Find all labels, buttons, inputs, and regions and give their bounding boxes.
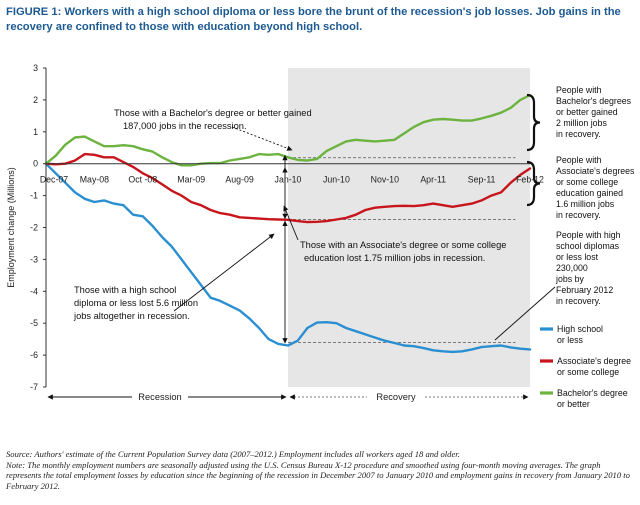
y-tick-label: -7 [30,382,38,392]
side-note-line: jobs by [555,274,584,284]
legend-label-line: or some college [557,367,619,377]
annotation-text: Those with an Associate's degree or some… [300,240,506,250]
x-tick-label: Aug-09 [225,175,253,185]
x-tick-label: Dec-07 [40,175,68,185]
side-note-hs: People with high school diplomas or less l… [555,230,621,306]
side-note-assoc: People with Associate's degrees or some co… [556,155,635,220]
x-tick-label: Oct -08 [128,175,157,185]
annotation-text: 187,000 jobs in the recession. [123,121,247,131]
legend-label-line: High school [557,324,603,334]
y-tick-label: -5 [30,318,38,328]
side-note-line: Associate's degrees [556,166,635,176]
legend-label-line: Bachelor's degree [557,388,628,398]
method-note: Note: The monthly employment numbers are… [6,459,630,491]
side-note-line: People with [556,85,602,95]
side-note-line: People with high [556,230,621,240]
side-note-line: People with [556,155,602,165]
side-note-line: 1.6 million jobs [556,199,615,209]
brace-assoc [526,160,541,207]
side-note-line: Bachelor's degrees [556,96,632,106]
y-tick-label: 1 [33,127,38,137]
side-note-line: 230,000 [556,263,588,273]
recession-label: Recession [138,392,181,402]
side-note-line: in recovery. [556,296,601,306]
annotation-arrow [231,126,293,151]
annotation-text: jobs altogether in recession. [73,311,190,321]
employment-chart: 3 2 1 0 -1 -2 -3 -4 -5 -6 -7 Employment change (Mil… [6,63,635,409]
x-tick-label: Mar-09 [177,175,205,185]
annotation-text: diploma or less lost 5.6 million [74,298,198,308]
y-tick-label: 2 [33,95,38,105]
side-note-line: February 2012 [556,285,613,295]
source-note: Source: Authors' estimate of the Current… [6,449,460,459]
y-tick-label: 0 [33,159,38,169]
legend-label-line: Associate's degree [557,356,631,366]
x-tick-label: May-08 [80,175,109,185]
legend-label-line: or better [557,399,590,409]
y-tick-label: -1 [30,191,38,201]
y-tick-label: 3 [33,63,38,73]
series-line-ba [44,93,532,167]
x-tick-label: Feb-12 [516,175,544,185]
figure-label: FIGURE 1: [6,6,62,18]
y-tick-label: -6 [30,350,38,360]
side-note-ba: People with Bachelor's degrees or better g… [556,85,632,139]
legend-label-hs: High school or less [557,324,603,345]
side-note-line: school diplomas [556,241,620,251]
brace-ba [526,93,541,152]
side-note-line: in recovery. [556,210,601,220]
side-note-line: in recovery. [556,129,601,139]
y-axis-label: Employment change (Millions) [6,167,16,288]
x-tick-label: Jun-10 [323,175,350,185]
x-tick-label: Sep-11 [468,175,496,185]
legend-label-line: or less [557,335,584,345]
series-line-hs [44,162,532,354]
annotation-arrow [173,233,275,312]
recovery-shade [288,68,530,387]
footer: Source: Authors' estimate of the Current… [6,449,634,491]
side-note-line: or less lost [556,252,599,262]
y-tick-label: -3 [30,254,38,264]
side-note-line: or better gained [556,107,618,117]
y-tick-label: -2 [30,223,38,233]
annotation-text: Those with a high school [74,285,176,295]
y-tick-label: -4 [30,286,38,296]
figure-title: FIGURE 1: Workers with a high school dip… [6,5,634,35]
figure-title-text: Workers with a high school diploma or le… [6,6,621,33]
side-note-line: education gained [556,188,623,198]
recovery-label: Recovery [376,392,416,402]
x-tick-label: Apr-11 [420,175,446,185]
legend-label-assoc: Associate's degree or some college [557,356,631,377]
side-note-pointer [494,286,556,341]
annotation-text: education lost 1.75 million jobs in rece… [304,253,485,263]
side-note-line: 2 million jobs [556,118,607,128]
annotation-text: Those with a Bachelor's degree or better… [114,108,312,118]
legend-label-ba: Bachelor's degree or better [557,388,628,409]
x-tick-label: Nov-10 [371,175,399,185]
side-note-line: or some college [556,177,618,187]
x-tick-label: Jan-10 [275,175,302,185]
